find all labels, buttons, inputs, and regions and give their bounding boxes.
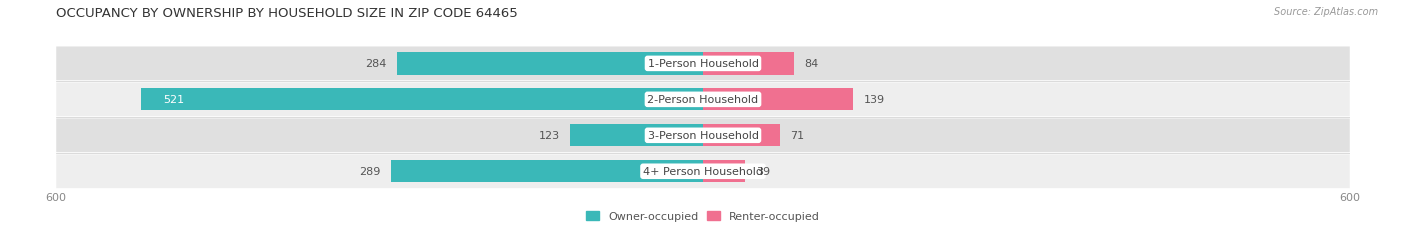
Bar <box>142 89 703 111</box>
Text: Source: ZipAtlas.com: Source: ZipAtlas.com <box>1274 7 1378 17</box>
Bar <box>703 89 853 111</box>
FancyBboxPatch shape <box>56 119 1350 152</box>
Text: 2-Person Household: 2-Person Household <box>647 95 759 105</box>
Text: 1-Person Household: 1-Person Household <box>648 59 758 69</box>
Bar <box>396 53 703 75</box>
Bar <box>703 53 793 75</box>
FancyBboxPatch shape <box>56 47 1350 81</box>
Text: 4+ Person Household: 4+ Person Household <box>643 167 763 176</box>
Text: 123: 123 <box>538 131 560 141</box>
Bar <box>703 160 745 183</box>
Bar <box>703 125 779 147</box>
Bar <box>391 160 703 183</box>
Text: 71: 71 <box>790 131 804 141</box>
Bar <box>571 125 703 147</box>
Text: OCCUPANCY BY OWNERSHIP BY HOUSEHOLD SIZE IN ZIP CODE 64465: OCCUPANCY BY OWNERSHIP BY HOUSEHOLD SIZE… <box>56 7 517 20</box>
Text: 289: 289 <box>360 167 381 176</box>
Text: 521: 521 <box>163 95 184 105</box>
Text: 139: 139 <box>863 95 884 105</box>
FancyBboxPatch shape <box>56 155 1350 188</box>
Text: 3-Person Household: 3-Person Household <box>648 131 758 141</box>
FancyBboxPatch shape <box>56 83 1350 117</box>
Text: 39: 39 <box>756 167 770 176</box>
Text: 284: 284 <box>364 59 387 69</box>
Legend: Owner-occupied, Renter-occupied: Owner-occupied, Renter-occupied <box>581 207 825 226</box>
Text: 84: 84 <box>804 59 818 69</box>
